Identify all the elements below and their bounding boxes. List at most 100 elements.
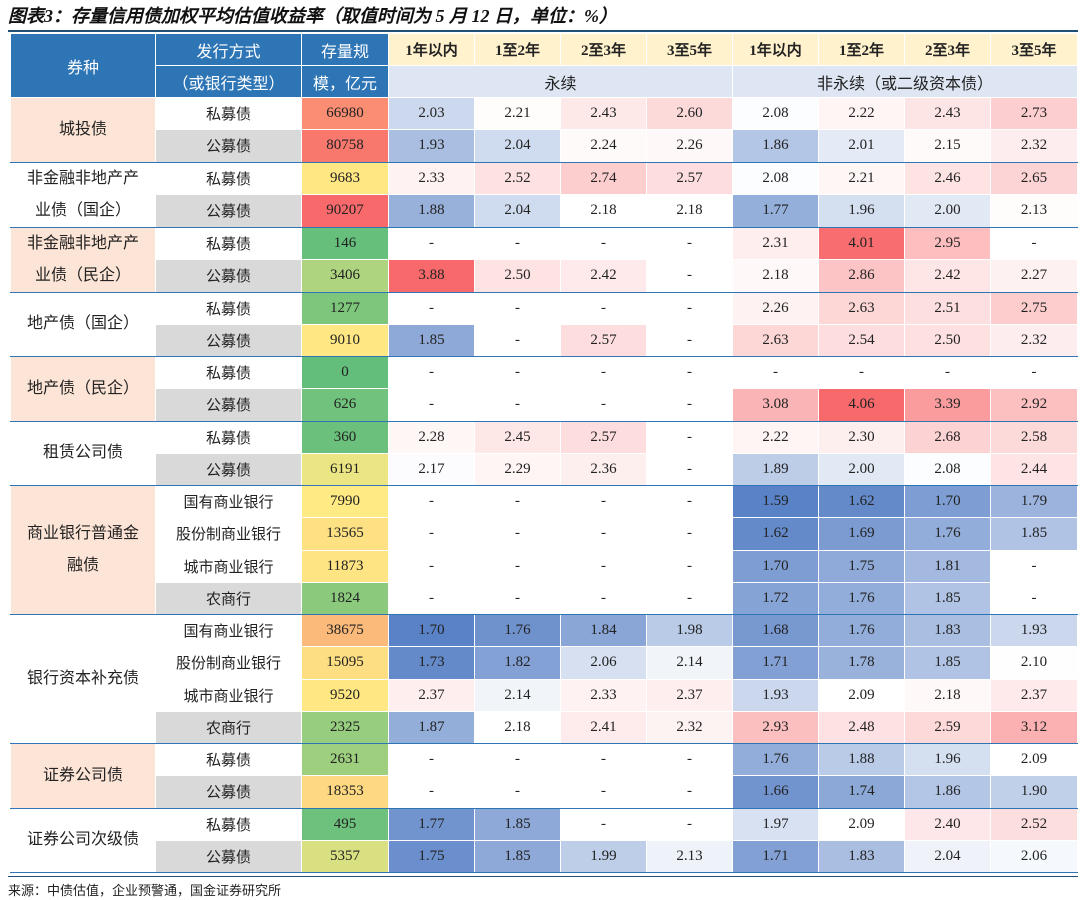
header-group: 永续 — [388, 65, 733, 98]
stock-size: 66980 — [301, 96, 389, 131]
yield-value: 1.85 — [904, 581, 991, 616]
yield-value: 1.70 — [388, 613, 475, 648]
group-label: 租赁公司债 — [10, 420, 156, 486]
source: 来源：中债估值，企业预警通，国金证券研究所 — [8, 876, 1078, 899]
table-row: 非金融非地产产 业债（民企） 私募债 146- - - -2.31 4.01 2.95- — [10, 226, 1078, 293]
table-row: 非金融非地产产 业债（国企） 私募债 9683 2.33 2.52 2.74 2.57 2.08… — [10, 161, 1078, 228]
yield-value: 2.65 — [990, 161, 1078, 195]
table-row: 农商行 2325 1.87 2.18 2.41 2.32 2.93 2.48 2.59 3.12 — [11, 710, 1078, 745]
header-period: 1年以内 — [388, 33, 475, 66]
issue-method: 公募债 — [155, 194, 302, 228]
stock-size: 13565 — [301, 517, 389, 551]
yield-value: - — [560, 581, 647, 616]
yield-value: 1.76 — [818, 613, 905, 648]
yield-value: 3.08 — [732, 388, 819, 422]
yield-value: 1.71 — [732, 839, 819, 874]
stock-size: 80758 — [301, 129, 389, 163]
yield-value: - — [474, 388, 561, 422]
yield-value: 2.57 — [560, 420, 647, 454]
table-row: 证券公司债 私募债 2631- - - -1.76 1.88 1.96 2.09 — [10, 742, 1078, 809]
yield-value: - — [818, 355, 905, 390]
group-label-line: 证券公司债 — [42, 766, 123, 784]
yield-value: 1.85 — [474, 807, 561, 841]
yield-value: 1.70 — [732, 549, 819, 583]
group-label: 证券公司次级债 — [10, 807, 156, 873]
yield-value: 1.76 — [474, 613, 561, 648]
yield-value: 2.24 — [560, 129, 647, 163]
yield-value: 2.57 — [646, 161, 733, 195]
table-row: 农商行 1824- - - -1.72 1.76 1.85- — [11, 581, 1078, 616]
issue-method: 股份制商业银行 — [155, 517, 302, 551]
yield-value: 3.88 — [388, 259, 475, 293]
yield-value: 3.39 — [904, 388, 991, 422]
yield-value: 2.37 — [388, 678, 475, 712]
yield-value: 1.77 — [732, 194, 819, 228]
table-row: （或银行类型） 模，亿元 永续 非永续（或二级资本债） — [11, 65, 1078, 98]
yield-value: 2.13 — [990, 194, 1078, 228]
issue-method: 公募债 — [155, 129, 302, 163]
yield-value: 2.06 — [560, 646, 647, 680]
yield-value: 2.08 — [732, 161, 819, 195]
yield-value: 4.01 — [818, 226, 905, 260]
yield-value: - — [646, 517, 733, 551]
header-method: 发行方式 — [155, 33, 302, 66]
yield-value: - — [990, 226, 1078, 260]
table-row: 公募债 6191 2.17 2.29 2.36-1.89 2.00 2.08 2.44 — [11, 452, 1078, 487]
issue-method: 公募债 — [155, 323, 302, 358]
yield-value: 2.43 — [560, 96, 647, 131]
yield-value: - — [646, 291, 733, 325]
table-row: 公募债 90207 1.88 2.04 2.18 2.18 1.77 1.96 2.00 2.13 — [11, 194, 1078, 228]
stock-size: 5357 — [301, 839, 389, 874]
yield-value: 2.41 — [560, 710, 647, 745]
yield-value: 1.90 — [990, 775, 1078, 809]
yield-value: - — [560, 807, 647, 841]
yield-value: - — [474, 581, 561, 616]
title: 图表3：存量信用债加权平均估值收益率（取值时间为 5 月 12 日，单位：%） — [8, 4, 1078, 32]
yield-value: - — [474, 226, 561, 260]
yield-value: 2.42 — [904, 259, 991, 293]
header-method: （或银行类型） — [155, 65, 302, 98]
yield-value: 1.71 — [732, 646, 819, 680]
yield-value: - — [560, 226, 647, 260]
yield-value: - — [388, 226, 475, 260]
group-label-line: 非金融非地产产 — [26, 234, 139, 252]
header-period: 3至5年 — [646, 33, 733, 66]
yield-value: 1.98 — [646, 613, 733, 648]
yield-value: - — [560, 549, 647, 583]
table-row: 公募债 626- - - -3.08 4.06 3.39 2.92 — [11, 388, 1078, 422]
yield-value: - — [646, 775, 733, 809]
yield-value: 1.77 — [388, 807, 475, 841]
yield-value: - — [388, 355, 475, 390]
yield-value: 1.68 — [732, 613, 819, 648]
yield-value: - — [388, 581, 475, 616]
yield-value: - — [646, 484, 733, 519]
yield-value: 1.86 — [732, 129, 819, 163]
yield-value: 1.88 — [818, 742, 905, 777]
yield-value: 2.73 — [990, 96, 1078, 131]
issue-method: 私募债 — [155, 807, 302, 841]
yield-table: 券种 发行方式 存量规 1年以内 1至2年 2至3年 3至5年 1年以内 1至2年 2至3年 3至5… — [10, 33, 1078, 874]
yield-value: 1.85 — [388, 323, 475, 358]
yield-value: 2.52 — [990, 807, 1078, 841]
yield-value: 1.66 — [732, 775, 819, 809]
group-label: 地产债（民企） — [10, 356, 156, 422]
yield-value: 1.62 — [732, 517, 819, 551]
yield-value: 2.95 — [904, 226, 991, 260]
yield-value: 2.63 — [818, 291, 905, 325]
issue-method: 城市商业银行 — [155, 549, 302, 583]
yield-value: 2.46 — [904, 161, 991, 195]
table-row: 城市商业银行 9520 2.37 2.14 2.33 2.37 1.93 2.09 2.18 2.… — [11, 678, 1078, 712]
yield-value: - — [990, 581, 1078, 616]
yield-value: 2.30 — [818, 420, 905, 454]
yield-value: - — [474, 742, 561, 777]
yield-value: 2.93 — [732, 710, 819, 745]
group-label-line: 地产债（民企） — [26, 379, 139, 397]
stock-size: 11873 — [301, 549, 389, 583]
yield-value: - — [646, 420, 733, 454]
yield-value: 2.08 — [732, 96, 819, 131]
table-row: 城投债 私募债 66980 2.03 2.21 2.43 2.60 2.08 2.22 2.43 2… — [10, 96, 1078, 163]
yield-value: - — [474, 355, 561, 390]
issue-method: 城市商业银行 — [155, 678, 302, 712]
yield-value: 1.59 — [732, 484, 819, 519]
yield-value: 1.93 — [732, 678, 819, 712]
